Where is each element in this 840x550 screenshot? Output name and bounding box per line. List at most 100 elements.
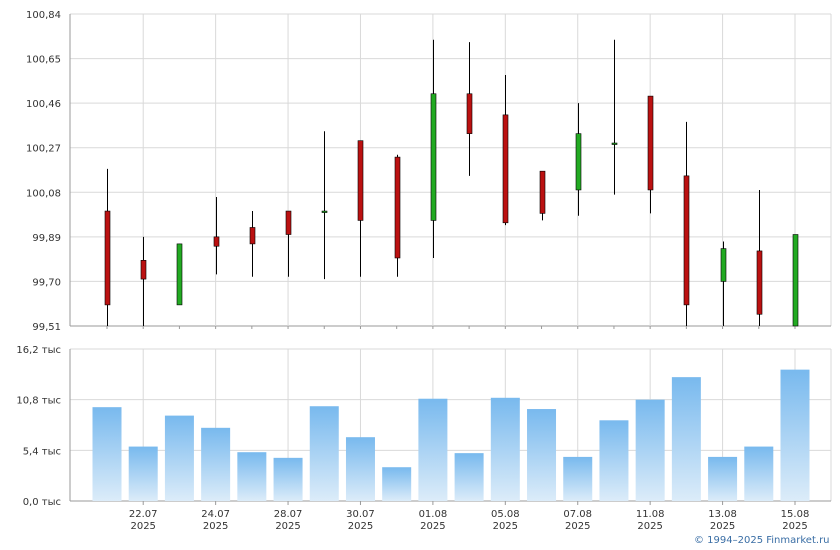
candle-2025-08-06: [539, 170, 546, 221]
volume-bar: [563, 456, 593, 501]
price-tick-label: 100,08: [26, 188, 61, 199]
x-tick-label-day: 07.08: [563, 509, 592, 520]
candle-body: [683, 175, 690, 306]
x-tick-label-day: 22.07: [129, 509, 158, 520]
volume-bar: [490, 397, 520, 501]
volume-bar: [92, 407, 122, 501]
volume-bar: [164, 415, 194, 501]
candle-2025-07-25: [249, 211, 256, 277]
x-tick-label-year: 2025: [203, 521, 228, 532]
candle-body: [430, 93, 437, 221]
x-tick-label-year: 2025: [275, 521, 300, 532]
x-tick-label-year: 2025: [130, 521, 155, 532]
price-tick-label: 99,70: [32, 277, 61, 288]
price-tick-label: 100,46: [26, 99, 61, 110]
volume-bar: [708, 456, 738, 501]
price-tick-label: 100,27: [26, 144, 61, 155]
volume-bar: [201, 427, 231, 501]
candle-body: [502, 114, 509, 224]
candle-body: [357, 140, 364, 221]
candle-body: [213, 236, 220, 247]
volume-bar: [454, 453, 484, 501]
candle-2025-07-28: [285, 210, 292, 277]
x-tick-label-year: 2025: [710, 521, 735, 532]
volume-bar: [744, 446, 774, 501]
price-grid: [69, 13, 832, 329]
volume-tick-label: 10,8 тыс: [16, 396, 61, 407]
x-tick-label-year: 2025: [348, 521, 373, 532]
x-tick-label-year: 2025: [493, 521, 518, 532]
price-tick-label: 100,65: [26, 55, 61, 66]
candle-body: [140, 260, 147, 280]
copyright-link[interactable]: © 1994–2025 Finmarket.ru: [694, 535, 830, 546]
candle-body: [611, 142, 618, 145]
candlestick-series: [104, 39, 799, 327]
candle-2025-07-30: [357, 140, 364, 277]
x-tick-label-day: 15.08: [781, 509, 810, 520]
candle-body: [104, 210, 111, 306]
candle-body: [720, 248, 727, 282]
x-tick-label-day: 30.07: [346, 509, 375, 520]
volume-bar: [635, 399, 665, 501]
candle-body: [321, 210, 328, 213]
volume-bar: [128, 446, 158, 501]
price-tick-label: 100,84: [26, 10, 61, 21]
x-tick-label-year: 2025: [565, 521, 590, 532]
candle-2025-07-31: [394, 154, 401, 277]
x-tick-label-day: 13.08: [708, 509, 737, 520]
volume-bar: [273, 457, 303, 501]
candle-2025-07-21: [104, 168, 111, 326]
x-tick-label-day: 24.07: [201, 509, 230, 520]
volume-tick-label: 5,4 тыс: [23, 446, 61, 457]
candle-body: [176, 243, 183, 306]
volume-bar: [237, 452, 267, 501]
price-tick-label: 99,89: [32, 233, 61, 244]
price-y-axis: 99,51 99,70 99,89 100,08 100,27 100,46 100,65 1…: [26, 10, 61, 333]
x-tick-label-year: 2025: [782, 521, 807, 532]
volume-bar: [382, 467, 412, 501]
x-tick-label-year: 2025: [420, 521, 445, 532]
candle-2025-08-14: [756, 189, 763, 326]
candle-2025-07-24: [213, 196, 220, 275]
volume-bar: [345, 437, 375, 501]
candle-2025-07-29: [321, 131, 328, 280]
volume-y-axis: 0,0 тыс 5,4 тыс 10,8 тыс 16,2 тыс: [16, 345, 61, 508]
x-tick-label-day: 11.08: [636, 509, 665, 520]
volume-bar: [418, 398, 448, 501]
candle-body: [249, 227, 256, 245]
candle-body: [792, 234, 799, 327]
candle-2025-08-01: [430, 39, 437, 258]
x-tick-label-year: 2025: [637, 521, 662, 532]
candle-body: [466, 93, 473, 134]
volume-tick-label: 16,2 тыс: [16, 345, 61, 356]
candle-2025-07-22: [140, 236, 147, 326]
volume-bar-series: [92, 369, 810, 501]
candle-2025-08-13: [720, 241, 727, 326]
candle-2025-08-05: [502, 74, 509, 226]
candle-2025-08-15: [792, 234, 799, 327]
candle-body: [647, 95, 654, 191]
candle-body: [539, 170, 546, 214]
volume-bar: [780, 369, 810, 501]
volume-bar: [671, 377, 701, 501]
volume-bar: [309, 406, 339, 501]
price-tick-label: 99,51: [32, 322, 61, 333]
x-tick-label-day: 28.07: [274, 509, 303, 520]
candle-body: [394, 156, 401, 259]
x-tick-label-day: 01.08: [419, 509, 448, 520]
volume-tick-label: 0,0 тыс: [23, 497, 61, 508]
volume-bar: [599, 420, 629, 501]
candle-body: [575, 133, 582, 191]
candle-2025-08-12: [683, 121, 690, 326]
date-x-axis: 22.07202524.07202528.07202530.07202501.0…: [129, 501, 809, 532]
x-tick-label-day: 05.08: [491, 509, 520, 520]
candle-body: [756, 250, 763, 315]
candle-2025-07-23: [176, 243, 183, 306]
candle-2025-08-11: [647, 95, 654, 214]
candle-body: [285, 210, 292, 235]
candle-2025-08-08: [611, 39, 618, 195]
candle-2025-08-07: [575, 103, 582, 216]
candle-2025-08-04: [466, 42, 473, 176]
volume-bar: [527, 409, 557, 501]
